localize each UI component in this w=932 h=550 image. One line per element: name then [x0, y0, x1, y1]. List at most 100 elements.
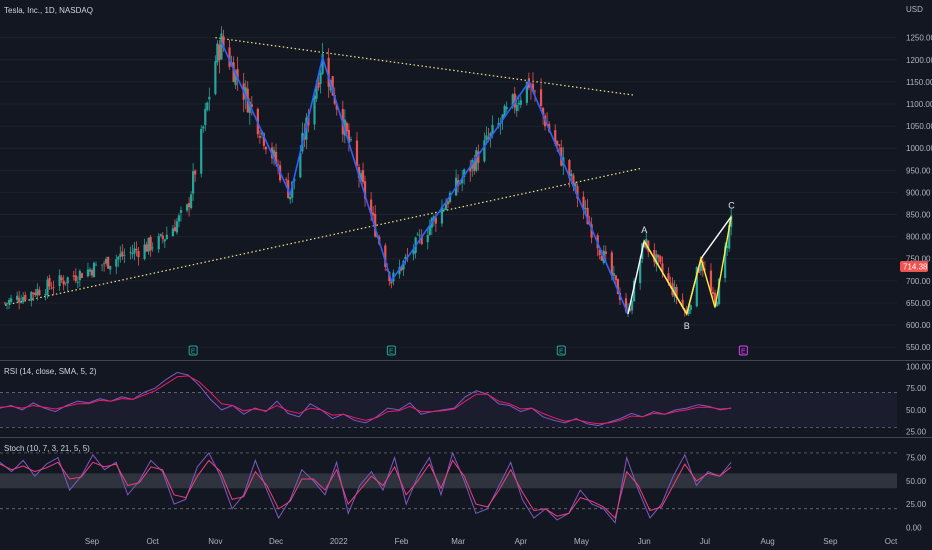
candle — [426, 227, 429, 250]
candle — [24, 291, 27, 302]
candle — [9, 294, 13, 304]
price-tick-label: 1100.00 — [906, 100, 932, 109]
candle — [363, 175, 367, 207]
trendline[interactable] — [215, 37, 635, 96]
candle — [185, 203, 189, 213]
rsi-pane[interactable]: 100.00 75.00 50.00 25.00 RSI (14, close, SM… — [0, 362, 931, 437]
earnings-marker[interactable]: E — [188, 345, 198, 356]
time-tick-label: Sep — [85, 537, 100, 546]
candle — [428, 219, 431, 236]
candle — [90, 268, 94, 278]
candle — [709, 263, 713, 295]
candle — [347, 123, 350, 152]
candle — [94, 261, 98, 266]
indicator-line — [0, 371, 732, 427]
candle — [598, 248, 601, 260]
candle — [5, 302, 9, 310]
candle — [34, 288, 37, 297]
candle — [503, 104, 506, 117]
candle — [30, 290, 33, 307]
candle — [16, 291, 19, 304]
earnings-marker[interactable]: E — [556, 345, 566, 356]
indicator-line — [0, 375, 732, 425]
candle — [675, 284, 678, 305]
candle — [582, 191, 585, 220]
zigzag-line[interactable] — [220, 41, 629, 315]
time-axis[interactable]: Sep Oct Nov Dec 2022 Feb Mar Apr May Jun Jul Aug Sep… — [85, 537, 898, 546]
candle — [123, 248, 126, 264]
candle — [568, 158, 571, 188]
earnings-marker-label: E — [559, 349, 564, 356]
earnings-marker[interactable]: E — [738, 345, 748, 356]
candle — [689, 304, 692, 314]
price-tick-label: 850.00 — [906, 211, 931, 220]
candle — [416, 232, 419, 236]
candle — [22, 292, 25, 305]
time-tick-label: Oct — [885, 537, 898, 546]
candle — [489, 131, 492, 148]
candle — [440, 199, 444, 227]
candle — [630, 297, 634, 315]
candle — [107, 256, 110, 270]
candle — [92, 261, 96, 278]
candle — [250, 96, 253, 116]
candle — [151, 242, 154, 252]
indicator-tick-label: 50.00 — [906, 477, 927, 486]
candle — [175, 218, 179, 235]
time-tick-label: Oct — [146, 537, 159, 546]
candle — [100, 264, 104, 272]
pattern-point-label: C — [728, 201, 735, 211]
time-tick-label: Apr — [515, 537, 528, 546]
harmonic-leg-yellow[interactable] — [643, 216, 732, 316]
rsi-title: RSI (14, close, SMA, 5, 2) — [4, 367, 97, 376]
earnings-marker[interactable]: E — [386, 345, 396, 356]
candle — [485, 126, 488, 145]
indicator-tick-label: 75.00 — [906, 454, 927, 463]
price-tick-label: 750.00 — [906, 255, 931, 264]
time-tick-label: Jun — [638, 537, 651, 546]
candle — [473, 154, 476, 175]
candle — [200, 125, 203, 178]
time-tick-label: Sep — [823, 537, 838, 546]
trendline[interactable] — [4, 167, 643, 306]
rsi-axis: 100.00 75.00 50.00 25.00 — [906, 362, 931, 436]
indicator-tick-label: 100.00 — [906, 362, 931, 371]
candle — [161, 231, 164, 244]
candle — [103, 260, 106, 272]
time-tick-label: Mar — [451, 537, 465, 546]
harmonic-pattern: A B C — [627, 201, 735, 331]
candle — [272, 146, 276, 166]
price-axis[interactable]: 1250.00 1200.00 1150.00 1100.00 1050.00 1000.… — [906, 34, 932, 352]
candle — [165, 226, 168, 240]
candle — [372, 206, 375, 222]
last-price-badge — [900, 261, 928, 272]
candle — [412, 244, 415, 261]
candle — [406, 248, 409, 263]
candle — [258, 130, 261, 144]
candle — [46, 276, 49, 299]
currency-label: USD — [906, 5, 923, 14]
candle — [143, 238, 146, 261]
candle — [173, 219, 177, 232]
candle — [177, 213, 181, 228]
candle — [105, 256, 108, 267]
candle — [52, 280, 55, 296]
time-tick-label: Jul — [700, 537, 710, 546]
indicator-line — [0, 459, 732, 519]
price-tick-label: 1150.00 — [906, 78, 932, 87]
price-tick-label: 1000.00 — [906, 144, 932, 153]
zigzag-pattern — [220, 41, 629, 315]
time-tick-label: Aug — [760, 537, 774, 546]
time-tick-label: Dec — [269, 537, 283, 546]
earnings-marker-label: E — [191, 349, 196, 356]
earnings-marker-label: E — [741, 349, 746, 356]
candle — [18, 290, 21, 310]
stoch-pane[interactable]: 75.00 50.00 25.00 0.00 Stoch (10, 7, 3, 21,… — [0, 444, 927, 532]
candle — [78, 269, 81, 287]
candle — [157, 233, 160, 253]
candle — [206, 101, 209, 112]
price-pane[interactable]: A B C E E E E 1250.00 1200.00 1150.00 1100.00 105… — [0, 5, 932, 356]
